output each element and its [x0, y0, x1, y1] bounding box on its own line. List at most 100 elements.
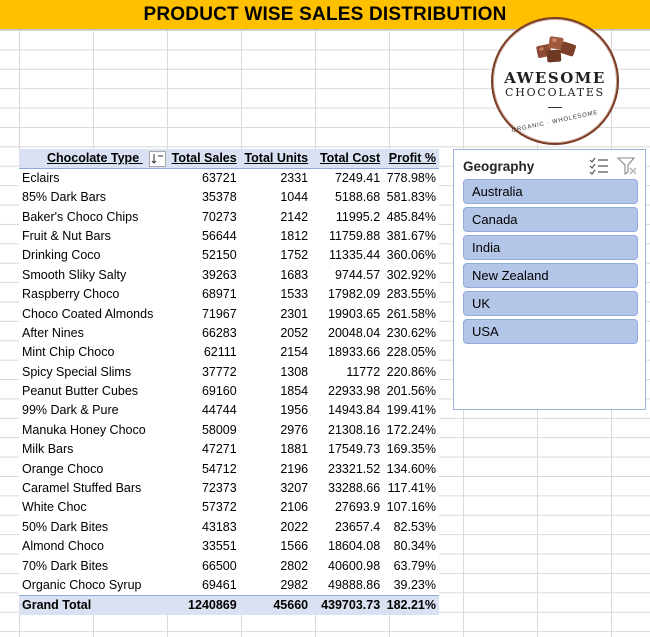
slicer-title: Geography: [463, 158, 535, 174]
profit-percent-cell: 39.23%: [393, 577, 436, 592]
profit-percent-cell: 360.06%: [386, 248, 436, 263]
total-units-cell: 2052: [280, 325, 309, 340]
chocolate-type-cell: Fruit & Nut Bars: [22, 228, 111, 243]
total-sales-cell: 70273: [201, 209, 237, 224]
total-sales-cell: 72373: [201, 481, 237, 496]
chocolate-pieces-icon: [536, 36, 576, 63]
total-units-cell: 1752: [280, 248, 309, 263]
total-cost-cell: 49888.86: [328, 577, 381, 592]
total-cost-cell: 23321.52: [328, 461, 381, 476]
table-row: Orange Choco 54712 2196 23321.52 134.60%: [19, 459, 439, 478]
grand-total-row: Grand Total 1240869 45660 439703.73 182.…: [19, 594, 439, 615]
table-row: Raspberry Choco 68971 1533 17982.09 283.55%: [19, 285, 439, 304]
total-sales-cell: 35378: [201, 190, 237, 205]
profit-percent-cell: 169.35%: [386, 442, 436, 457]
multi-select-icon[interactable]: [588, 156, 610, 176]
clear-filter-icon[interactable]: [616, 156, 638, 176]
table-row: Almond Choco 33551 1566 18604.08 80.34%: [19, 537, 439, 556]
profit-percent-cell: 201.56%: [386, 384, 436, 399]
slicer-item-canada[interactable]: Canada: [463, 207, 638, 232]
chocolate-type-cell: 50% Dark Bites: [22, 519, 109, 534]
profit-percent-cell: 228.05%: [386, 345, 436, 360]
total-sales-cell: 62111: [203, 345, 237, 360]
chocolate-type-cell: Manuka Honey Choco: [22, 422, 146, 437]
report-title-text: PRODUCT WISE SALES DISTRIBUTION: [143, 3, 507, 25]
total-cost-cell: 20048.04: [328, 325, 381, 340]
pivot-table: Chocolate Type Total Sales Total Units T…: [19, 149, 439, 615]
table-row: Caramel Stuffed Bars 72373 3207 33288.66 117…: [19, 479, 439, 498]
logo-subtitle: CHOCOLATES: [504, 86, 605, 99]
total-units-cell: 1854: [280, 384, 309, 399]
profit-percent-cell: 107.16%: [386, 500, 436, 515]
pivot-header-row: Chocolate Type Total Sales Total Units T…: [19, 149, 439, 169]
total-sales-cell: 37772: [201, 364, 237, 379]
chocolate-type-cell: Milk Bars: [22, 442, 74, 457]
table-row: Baker's Choco Chips 70273 2142 11995.2 485.8…: [19, 207, 439, 226]
total-cost-cell: 18933.66: [328, 345, 381, 360]
total-units-cell: 1683: [280, 267, 309, 282]
total-cost-cell: 21308.16: [328, 422, 381, 437]
total-units-cell: 1566: [280, 539, 309, 554]
sort-filter-button[interactable]: [148, 150, 166, 167]
total-sales-cell: 54712: [201, 461, 237, 476]
total-cost-cell: 33288.66: [328, 481, 381, 496]
total-cost-cell: 9744.57: [334, 267, 381, 282]
table-row: 70% Dark Bites 66500 2802 40600.98 63.79%: [19, 556, 439, 575]
table-row: Drinking Coco 52150 1752 11335.44 360.06%: [19, 246, 439, 265]
total-units-cell: 2331: [280, 171, 309, 185]
chocolate-type-cell: White Choc: [22, 500, 87, 515]
total-sales-cell: 52150: [201, 248, 237, 263]
profit-percent-cell: 63.79%: [393, 558, 436, 573]
slicer-item-usa[interactable]: USA: [463, 319, 638, 344]
profit-percent-cell: 220.86%: [386, 364, 436, 379]
table-row: White Choc 57372 2106 27693.9 107.16%: [19, 498, 439, 517]
slicer-header: Geography: [463, 156, 638, 176]
total-cost-cell: 11335.44: [328, 248, 381, 263]
header-total-units[interactable]: Total Units: [239, 149, 312, 169]
table-row: 50% Dark Bites 43183 2022 23657.4 82.53%: [19, 518, 439, 537]
total-units-cell: 1308: [280, 364, 309, 379]
header-total-cost[interactable]: Total Cost: [311, 149, 384, 169]
total-cost-cell: 17982.09: [328, 287, 381, 302]
table-row: 85% Dark Bars 35378 1044 5188.68 581.83%: [19, 188, 439, 207]
chocolate-type-cell: Caramel Stuffed Bars: [22, 481, 142, 496]
company-logo: AWESOME CHOCOLATES ORGANIC · WHOLESOME: [491, 17, 619, 145]
slicer-item-new-zealand[interactable]: New Zealand: [463, 263, 638, 288]
logo-name: AWESOME: [504, 69, 606, 87]
slicer-item-australia[interactable]: Australia: [463, 179, 638, 204]
chocolate-type-cell: Raspberry Choco: [22, 287, 120, 302]
total-cost-cell: 11772: [346, 364, 381, 379]
table-row: Manuka Honey Choco 58009 2976 21308.16 172.2…: [19, 421, 439, 440]
profit-percent-cell: 302.92%: [386, 267, 436, 282]
chocolate-type-cell: 70% Dark Bites: [22, 558, 109, 573]
total-sales-cell: 66500: [201, 558, 237, 573]
logo-divider: [548, 107, 562, 108]
profit-percent-cell: 134.60%: [386, 461, 436, 476]
profit-percent-cell: 283.55%: [386, 287, 436, 302]
total-sales-cell: 58009: [201, 422, 237, 437]
table-row: 99% Dark & Pure 44744 1956 14943.84 199.41%: [19, 401, 439, 420]
table-row: Milk Bars 47271 1881 17549.73 169.35%: [19, 440, 439, 459]
profit-percent-cell: 381.67%: [386, 228, 436, 243]
profit-percent-cell: 199.41%: [386, 403, 436, 418]
header-chocolate-type[interactable]: Chocolate Type: [19, 149, 169, 169]
total-units-cell: 1956: [280, 403, 309, 418]
chocolate-type-cell: Baker's Choco Chips: [22, 209, 139, 224]
profit-percent-cell: 82.53%: [393, 519, 436, 534]
geography-slicer[interactable]: Geography Australia Canada India New Zealan…: [453, 149, 646, 410]
total-units-cell: 2982: [280, 577, 309, 592]
total-sales-cell: 68971: [201, 287, 237, 302]
header-profit-percent[interactable]: Profit %: [383, 149, 439, 169]
chocolate-type-cell: Eclairs: [22, 171, 60, 185]
total-cost-cell: 19903.65: [328, 306, 381, 321]
total-units-cell: 2196: [280, 461, 309, 476]
slicer-item-uk[interactable]: UK: [463, 291, 638, 316]
total-sales-cell: 69160: [201, 384, 237, 399]
total-units-cell: 2106: [280, 500, 309, 515]
header-total-sales[interactable]: Total Sales: [168, 149, 240, 169]
slicer-item-india[interactable]: India: [463, 235, 638, 260]
grand-total-units: 45660: [239, 594, 312, 615]
total-sales-cell: 57372: [201, 500, 237, 515]
grand-total-cost: 439703.73: [311, 594, 384, 615]
profit-percent-cell: 261.58%: [386, 306, 436, 321]
